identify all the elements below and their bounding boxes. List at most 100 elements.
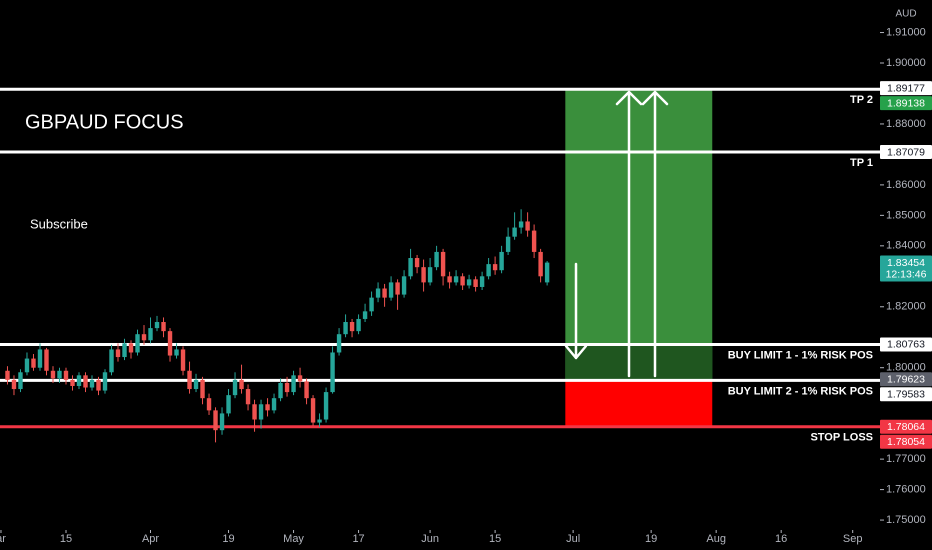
candle-body <box>525 221 530 231</box>
candle-body <box>499 251 504 271</box>
candle-body <box>343 322 348 335</box>
candle-body <box>154 322 160 329</box>
levels: TP 2 TP 1 BUY LIMIT 1 - 1% RISK POS BUY LIM… <box>0 87 880 444</box>
axes: 1.91000 1.90000 1.88000 1.86000 1.85000 1.840… <box>0 26 932 545</box>
candle-body <box>512 227 517 237</box>
y-tick-label: 1.76000 <box>886 483 926 495</box>
price-badge <box>880 419 932 434</box>
candle-body <box>271 398 277 411</box>
candle-body <box>83 375 88 388</box>
y-tick-label: 1.75000 <box>886 514 926 526</box>
x-tick-label: 19 <box>645 533 657 545</box>
arrow-up <box>615 90 643 378</box>
candle-body <box>310 398 316 423</box>
candle-body <box>284 382 290 393</box>
y-tick-label: 1.85000 <box>886 209 926 221</box>
candle-body <box>544 262 550 283</box>
candle-body <box>11 379 17 390</box>
candle-body <box>37 349 43 368</box>
entry-zone <box>565 344 713 381</box>
candle-body <box>89 379 95 388</box>
profit-zone <box>565 89 713 381</box>
candle-body <box>44 349 49 371</box>
candle-body <box>128 343 134 353</box>
subtitle: Subscribe <box>30 216 88 231</box>
candle-body <box>18 372 23 390</box>
price-badge <box>880 145 932 160</box>
candle-body <box>356 318 361 332</box>
candle-body <box>239 379 244 390</box>
candle-body <box>265 404 270 411</box>
candle-body <box>453 276 459 283</box>
price-badge <box>880 96 932 111</box>
price-badge-label: 1.78064 <box>887 421 925 433</box>
price-badge <box>880 337 932 352</box>
candle-body <box>70 379 75 386</box>
candle-body <box>57 370 62 379</box>
candle-body <box>161 322 166 332</box>
candle-body <box>232 379 238 396</box>
candle-body <box>148 328 153 341</box>
candle-body <box>362 311 368 319</box>
price-badge-label: 1.78054 <box>887 436 925 448</box>
candle-body <box>447 276 452 283</box>
candle-body <box>258 404 264 420</box>
price-badge-label: 1.87079 <box>887 146 925 158</box>
candle-body <box>278 382 283 399</box>
candle-body <box>531 230 537 252</box>
y-tick-label: 1.77000 <box>886 453 926 465</box>
currency-label: AUD <box>895 9 916 20</box>
x-tick-label: Sep <box>843 533 863 545</box>
candle-body <box>336 334 342 353</box>
candle-body <box>466 279 472 286</box>
y-tick-label: 1.84000 <box>886 240 926 252</box>
level-label: BUY LIMIT 1 - 1% RISK POS <box>728 349 873 361</box>
candle-body <box>115 349 121 358</box>
candle-body <box>297 375 303 382</box>
x-tick-label: 15 <box>489 533 501 545</box>
candle-body <box>486 264 491 277</box>
price-badge-label: 1.89138 <box>887 97 925 109</box>
x-tick-label: Aug <box>706 533 726 545</box>
level-label: TP 2 <box>850 94 873 106</box>
level-label: TP 1 <box>850 157 873 169</box>
price-badge-label: 1.80763 <box>887 339 925 351</box>
x-tick-label: Jun <box>421 533 439 545</box>
y-tick-label: 1.80000 <box>886 362 926 374</box>
candle-body <box>50 370 56 379</box>
x-tick-label: May <box>283 533 304 545</box>
candle-body <box>180 349 186 371</box>
candle-body <box>440 251 446 277</box>
candle-body <box>122 343 127 358</box>
y-tick-label: 1.88000 <box>886 118 926 130</box>
candle-body <box>369 297 374 312</box>
x-tick-label: 16 <box>775 533 787 545</box>
candle-body <box>24 358 30 373</box>
candle-body <box>518 221 524 228</box>
x-tick-label: ar <box>0 533 6 545</box>
candle-body <box>291 375 296 393</box>
position-tool <box>565 89 713 427</box>
candle-body <box>193 379 199 390</box>
price-badge <box>880 372 932 387</box>
candle-body <box>427 267 433 283</box>
y-tick-label: 1.91000 <box>886 26 926 38</box>
loss-zone <box>565 380 713 427</box>
candle-body <box>349 322 355 332</box>
candle-body <box>200 379 205 399</box>
candle-body <box>414 258 420 268</box>
candle-body <box>213 410 218 431</box>
candle-body <box>421 267 426 283</box>
price-badge <box>880 255 932 282</box>
candle-body <box>382 288 387 298</box>
x-tick-label: Jul <box>566 533 580 545</box>
candle-body <box>395 282 400 295</box>
price-badge-label: 1.89177 <box>887 82 925 94</box>
x-tick-label: 15 <box>60 533 72 545</box>
x-tick-label: 19 <box>222 533 234 545</box>
y-tick-label: 1.90000 <box>886 57 926 69</box>
price-badge-label: 1.79583 <box>887 388 925 400</box>
candle-body <box>252 404 257 420</box>
candle-body <box>174 349 179 356</box>
